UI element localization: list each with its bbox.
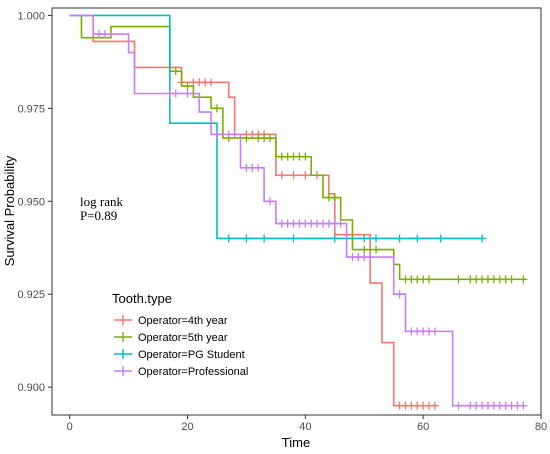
plot-panel-border: [51, 7, 542, 416]
x-axis-title: Time: [282, 435, 310, 450]
series-2: [69, 14, 528, 284]
censor-mark: [430, 327, 439, 336]
censor-mark: [289, 171, 298, 180]
censor-mark: [478, 234, 487, 243]
legend-key: [114, 315, 132, 325]
legend-label: Operator=5th year: [138, 332, 228, 344]
y-axis-title: Survival Probability: [2, 155, 17, 266]
censor-mark: [454, 401, 463, 410]
censor-mark: [207, 78, 216, 87]
censor-mark: [301, 171, 310, 180]
censor-mark: [425, 275, 434, 284]
censor-mark: [171, 89, 180, 98]
censor-mark: [436, 234, 445, 243]
legend-key: [114, 332, 132, 342]
censor-mark: [360, 245, 369, 254]
censor-mark: [265, 134, 274, 143]
annotation: log rank P=0.89: [80, 194, 123, 223]
legend-label: Operator=4th year: [138, 315, 228, 327]
y-tick-label: 0.900: [17, 382, 45, 394]
legend-key: [114, 366, 132, 376]
censor-mark: [336, 219, 345, 228]
legend-key: [114, 349, 132, 359]
x-tick-label: 0: [67, 421, 73, 433]
legend-title: Tooth.type: [112, 291, 172, 306]
censor-mark: [519, 401, 528, 410]
censor-mark: [265, 197, 274, 206]
censor-mark: [395, 290, 404, 299]
legend-items: Operator=4th year Operator=5th year Operat…: [114, 315, 248, 378]
censor-mark: [372, 245, 381, 254]
axes-layer: 0 20 40 60 80 0.900 0.925 0.950 0.975 1.000: [17, 10, 547, 433]
legend-item: Operator=PG Student: [114, 349, 245, 361]
censor-mark: [507, 275, 516, 284]
y-tick-label: 0.975: [17, 103, 45, 115]
censor-mark: [254, 163, 263, 172]
y-tick-label: 0.950: [17, 196, 45, 208]
censor-mark: [260, 234, 269, 243]
censor-mark: [413, 234, 422, 243]
censor-mark: [519, 275, 528, 284]
x-tick-label: 60: [417, 421, 429, 433]
censor-mark: [330, 234, 339, 243]
censor-mark: [454, 275, 463, 284]
legend-label: Operator=PG Student: [138, 349, 245, 361]
y-tick-label: 0.925: [17, 289, 45, 301]
legend: Tooth.type Operator=4th year Operator=5th…: [112, 291, 248, 378]
survival-curve: [69, 14, 524, 281]
series-1: [69, 14, 439, 410]
legend-item: Operator=Professional: [114, 366, 248, 378]
legend-item: Operator=4th year: [114, 315, 228, 327]
censor-mark: [360, 234, 369, 243]
censor-mark: [212, 130, 221, 139]
censor-mark: [430, 401, 439, 410]
series-3: [69, 14, 487, 243]
annotation-line-1: log rank: [80, 194, 123, 209]
x-tick-label: 20: [181, 421, 193, 433]
censor-mark: [395, 234, 404, 243]
series-4: [69, 14, 528, 410]
censor-mark: [183, 89, 192, 98]
censor-mark: [171, 67, 180, 76]
censor-mark: [301, 152, 310, 161]
x-tick-label: 80: [535, 421, 547, 433]
censor-mark: [277, 171, 286, 180]
censor-mark: [242, 134, 251, 143]
y-tick-label: 1.000: [17, 10, 45, 22]
censor-mark: [242, 234, 251, 243]
survival-curve: [69, 14, 524, 407]
legend-item: Operator=5th year: [114, 332, 228, 344]
censor-mark: [372, 234, 381, 243]
censor-mark: [183, 82, 192, 91]
legend-label: Operator=Professional: [138, 366, 248, 378]
censor-mark: [230, 130, 239, 139]
censor-mark: [224, 234, 233, 243]
x-tick-label: 40: [299, 421, 311, 433]
censor-mark: [330, 193, 339, 202]
censor-mark: [101, 30, 110, 39]
censor-mark: [212, 104, 221, 113]
annotation-line-2: P=0.89: [80, 208, 117, 223]
censor-mark: [366, 253, 375, 262]
censor-mark: [289, 234, 298, 243]
series-layer: [69, 14, 528, 410]
survival-curve: [69, 14, 435, 407]
